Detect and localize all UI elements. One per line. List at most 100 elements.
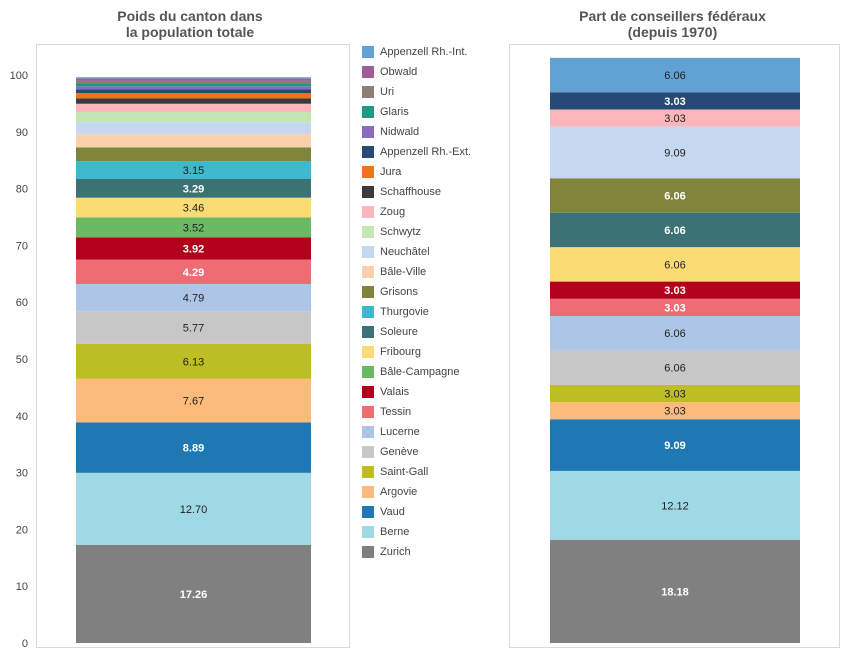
legend-item[interactable]: Glaris [362, 102, 471, 122]
legend-swatch [362, 266, 374, 278]
legend-swatch [362, 426, 374, 438]
bar-segment [550, 57, 800, 93]
data-label: 17.26 [180, 589, 208, 601]
legend-swatch [362, 486, 374, 498]
data-label: 6.06 [664, 328, 685, 340]
data-label: 3.46 [183, 203, 204, 215]
legend-swatch [362, 166, 374, 178]
legend-label: Tessin [380, 406, 412, 418]
legend-item[interactable]: Valais [362, 382, 471, 402]
bar-segment [550, 539, 800, 643]
legend-label: Zoug [380, 206, 406, 218]
y-tick-label: 20 [16, 524, 28, 536]
bar-segment [76, 147, 311, 162]
legend-swatch [362, 206, 374, 218]
legend-item[interactable]: Nidwald [362, 122, 471, 142]
legend-item[interactable]: Uri [362, 82, 471, 102]
data-label: 5.77 [183, 323, 204, 335]
data-label: 8.89 [183, 443, 204, 455]
legend-swatch [362, 326, 374, 338]
legend-item[interactable]: Tessin [362, 402, 471, 422]
legend-label: Vaud [380, 506, 405, 518]
legend-item[interactable]: Appenzell Rh.-Ext. [362, 142, 471, 162]
bar-segment [76, 283, 311, 312]
data-label: 4.79 [183, 293, 204, 305]
legend-item[interactable]: Zurich [362, 542, 471, 562]
bar-segment [550, 350, 800, 385]
data-label: 3.15 [183, 165, 204, 177]
data-label: 12.12 [661, 500, 689, 512]
bar-segment [550, 384, 800, 403]
legend-swatch [362, 466, 374, 478]
legend-label: Nidwald [380, 126, 420, 138]
bar-segment [550, 281, 800, 299]
legend-item[interactable]: Berne [362, 522, 471, 542]
legend-item[interactable]: Zoug [362, 202, 471, 222]
bar-segment [550, 126, 800, 179]
data-label: 6.06 [664, 191, 685, 203]
legend-item[interactable]: Grisons [362, 282, 471, 302]
legend-label: Argovie [380, 486, 418, 498]
legend-item[interactable]: Fribourg [362, 342, 471, 362]
data-label: 6.06 [664, 225, 685, 237]
bar-segment [76, 544, 311, 643]
legend-swatch [362, 366, 374, 378]
legend-swatch [362, 346, 374, 358]
legend-label: Uri [380, 86, 395, 98]
y-tick-label: 100 [10, 70, 28, 82]
bar-segment [76, 217, 311, 238]
bar-segment [76, 422, 311, 473]
legend-item[interactable]: Soleure [362, 322, 471, 342]
legend-item[interactable]: Genève [362, 442, 471, 462]
legend-label: Appenzell Rh.-Int. [380, 46, 468, 58]
legend-item[interactable]: Thurgovie [362, 302, 471, 322]
legend-item[interactable]: Schwytz [362, 222, 471, 242]
y-tick-label: 60 [16, 297, 28, 309]
bar-segment [76, 89, 311, 94]
councillors-stacked-bar: 18.18 12.12 9.09 3.03 3.03 6.06 6.06 3.03 3.03 6.… [550, 57, 800, 643]
data-label: 3.52 [183, 222, 204, 234]
bar-segment [550, 402, 800, 420]
legend-label: Obwald [380, 66, 418, 78]
legend-item[interactable]: Neuchâtel [362, 242, 471, 262]
data-label: 9.09 [664, 148, 685, 160]
legend-item[interactable]: Lucerne [362, 422, 471, 442]
legend-item[interactable]: Bâle-Campagne [362, 362, 471, 382]
title-line-2: la population totale [125, 24, 255, 40]
legend-swatch [362, 306, 374, 318]
data-label: 3.03 [664, 388, 685, 400]
legend-item[interactable]: Schaffhouse [362, 182, 471, 202]
legend-swatch [362, 86, 374, 98]
legend-swatch [362, 506, 374, 518]
bar-segment [550, 92, 800, 110]
legend-label: Schwytz [380, 226, 421, 238]
legend-item[interactable]: Saint-Gall [362, 462, 471, 482]
data-label: 6.06 [664, 363, 685, 375]
legend-swatch [362, 46, 374, 58]
legend-item[interactable]: Jura [362, 162, 471, 182]
legend-item[interactable]: Appenzell Rh.-Int. [362, 42, 471, 62]
legend-swatch [362, 226, 374, 238]
chart-title-population: Poids du canton dans la population total… [30, 8, 350, 40]
y-tick-label: 10 [16, 581, 28, 593]
bar-segment [550, 470, 800, 540]
y-tick-label: 30 [16, 468, 28, 480]
bar-segment [76, 134, 311, 148]
bar-segment [76, 378, 311, 423]
legend-swatch [362, 526, 374, 538]
legend-label: Bâle-Ville [380, 266, 427, 278]
legend-swatch [362, 546, 374, 558]
legend-label: Glaris [380, 106, 409, 118]
legend-swatch [362, 146, 374, 158]
y-tick-label: 50 [16, 354, 28, 366]
data-label: 3.92 [183, 243, 204, 255]
legend-label: Jura [380, 166, 402, 178]
bar-segment [76, 78, 311, 81]
legend-label: Berne [380, 526, 410, 538]
legend-item[interactable]: Argovie [362, 482, 471, 502]
bar-segment [76, 472, 311, 545]
legend-item[interactable]: Bâle-Ville [362, 262, 471, 282]
legend-item[interactable]: Obwald [362, 62, 471, 82]
legend-item[interactable]: Vaud [362, 502, 471, 522]
legend-label: Grisons [380, 286, 418, 298]
